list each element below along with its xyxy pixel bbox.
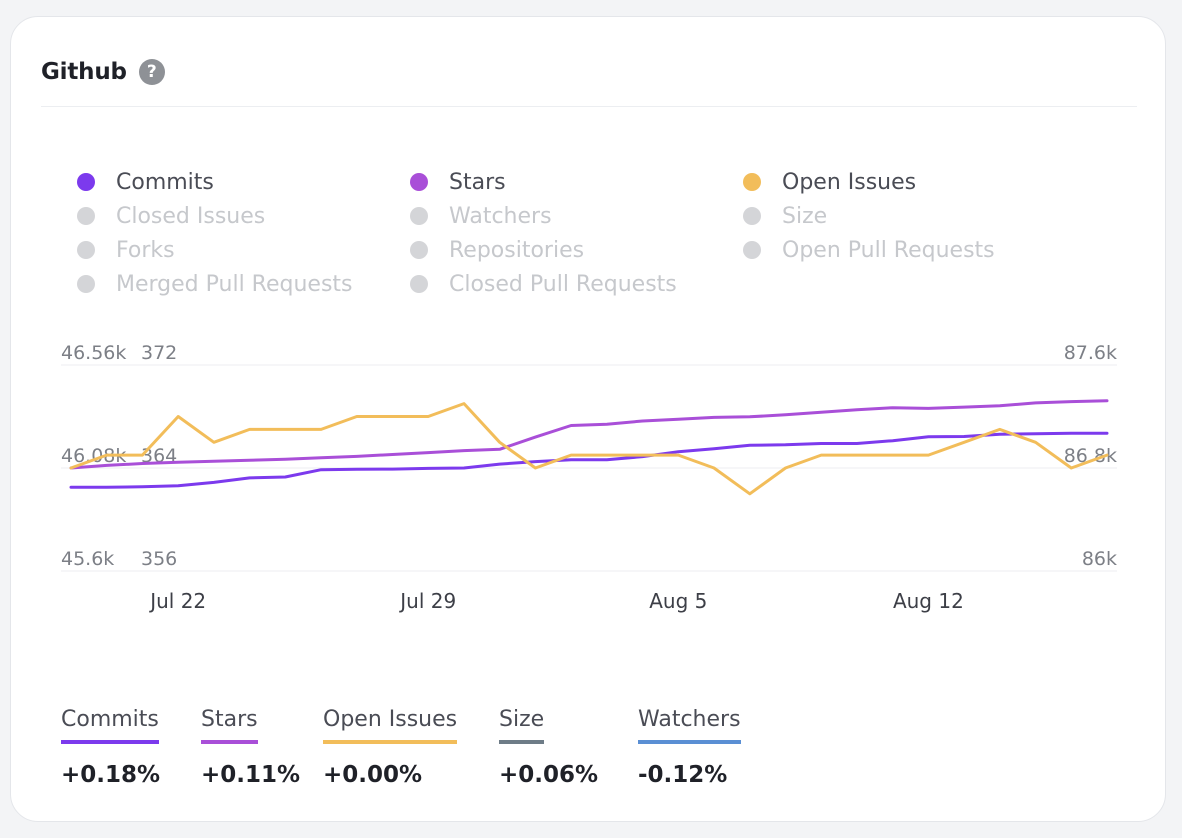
series-line-commits bbox=[69, 431, 1109, 489]
legend-item-open-issues[interactable]: Open Issues bbox=[743, 167, 916, 197]
legend-item-closed-issues[interactable]: Closed Issues bbox=[77, 201, 265, 231]
legend-label: Forks bbox=[116, 237, 175, 263]
legend-dot-icon bbox=[410, 207, 428, 225]
legend-label: Open Issues bbox=[782, 169, 917, 195]
legend-label: Stars bbox=[449, 169, 506, 195]
x-tick-label: Jul 22 bbox=[148, 589, 206, 613]
legend-dot-icon bbox=[410, 241, 428, 259]
summary-label: Open Issues bbox=[323, 707, 458, 744]
summary-label: Watchers bbox=[638, 707, 741, 744]
legend-item-watchers[interactable]: Watchers bbox=[410, 201, 552, 231]
summary-watchers[interactable]: Watchers -0.12% bbox=[638, 707, 741, 788]
legend-label: Open Pull Requests bbox=[782, 237, 995, 263]
legend-dot-icon bbox=[743, 173, 761, 191]
summary-label: Commits bbox=[61, 707, 159, 744]
legend-item-closed-pull-requests[interactable]: Closed Pull Requests bbox=[410, 269, 677, 299]
summary-value: +0.06% bbox=[499, 762, 599, 788]
line-chart: 46.56k46.08k45.6k37236435687.6k86.8k86kJ… bbox=[61, 342, 1117, 613]
x-tick-label: Jul 29 bbox=[398, 589, 456, 613]
summary-value: +0.00% bbox=[323, 762, 423, 788]
legend-label: Commits bbox=[116, 169, 214, 195]
y-tick-left-primary: 46.08k bbox=[61, 445, 126, 467]
legend-dot-icon bbox=[410, 173, 428, 191]
legend-item-repositories[interactable]: Repositories bbox=[410, 235, 584, 265]
legend-dot-icon bbox=[743, 207, 761, 225]
github-card: Github ? Commits Stars Open Issues Close… bbox=[10, 16, 1166, 822]
legend-label: Closed Issues bbox=[116, 203, 266, 229]
y-tick-left-secondary: 356 bbox=[141, 548, 177, 570]
header-divider bbox=[41, 106, 1137, 107]
summary-open-issues[interactable]: Open Issues +0.00% bbox=[323, 707, 458, 788]
series-line-open-issues bbox=[69, 402, 1109, 496]
summary-value: +0.18% bbox=[61, 762, 161, 788]
question-circle-icon[interactable]: ? bbox=[138, 59, 165, 85]
summary-value: +0.11% bbox=[201, 762, 301, 788]
legend-item-merged-pull-requests[interactable]: Merged Pull Requests bbox=[77, 269, 353, 299]
y-tick-right: 86.8k bbox=[1064, 445, 1117, 467]
card-header: Github ? bbox=[41, 57, 165, 87]
legend-dot-icon bbox=[77, 241, 95, 259]
x-tick-label: Aug 5 bbox=[649, 589, 707, 613]
legend-item-stars[interactable]: Stars bbox=[410, 167, 506, 197]
legend-label: Size bbox=[782, 203, 828, 229]
y-tick-left-secondary: 372 bbox=[141, 342, 177, 364]
y-tick-right: 87.6k bbox=[1064, 342, 1117, 364]
summary-commits[interactable]: Commits +0.18% bbox=[61, 707, 160, 788]
legend-item-size[interactable]: Size bbox=[743, 201, 827, 231]
legend-item-open-pull-requests[interactable]: Open Pull Requests bbox=[743, 235, 995, 265]
summary-size[interactable]: Size +0.06% bbox=[499, 707, 598, 788]
y-tick-left-primary: 46.56k bbox=[61, 342, 126, 364]
legend-label: Watchers bbox=[449, 203, 552, 229]
summary-label: Stars bbox=[201, 707, 258, 744]
summary-label: Size bbox=[499, 707, 545, 744]
legend-dot-icon bbox=[77, 275, 95, 293]
legend-label: Closed Pull Requests bbox=[449, 271, 677, 297]
legend-dot-icon bbox=[77, 173, 95, 191]
legend-dot-icon bbox=[410, 275, 428, 293]
legend-dot-icon bbox=[77, 207, 95, 225]
summary-stars[interactable]: Stars +0.11% bbox=[201, 707, 300, 788]
y-tick-left-primary: 45.6k bbox=[61, 548, 114, 570]
series-line-stars bbox=[69, 399, 1109, 470]
summary-value: -0.12% bbox=[638, 762, 728, 788]
card-title: Github bbox=[41, 59, 127, 85]
legend-label: Merged Pull Requests bbox=[116, 271, 353, 297]
legend-item-commits[interactable]: Commits bbox=[77, 167, 214, 197]
legend-item-forks[interactable]: Forks bbox=[77, 235, 175, 265]
x-tick-label: Aug 12 bbox=[893, 589, 964, 613]
legend-dot-icon bbox=[743, 241, 761, 259]
y-tick-right: 86k bbox=[1082, 548, 1117, 570]
legend-label: Repositories bbox=[449, 237, 585, 263]
